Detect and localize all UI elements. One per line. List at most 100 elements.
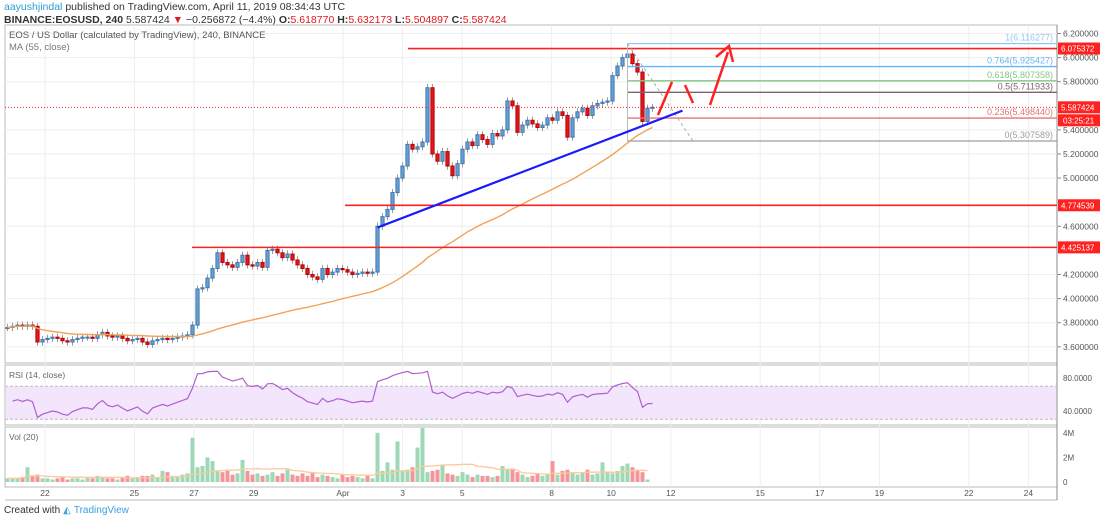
volume-bar	[40, 478, 45, 482]
volume-bar	[35, 474, 40, 482]
candle	[5, 327, 10, 330]
volume-bar	[470, 477, 475, 482]
publish-info: aayushjindal published on TradingView.co…	[4, 1, 345, 13]
candle	[120, 335, 125, 339]
candle	[555, 111, 560, 121]
candle	[565, 114, 570, 138]
candle	[385, 208, 390, 218]
volume-bar	[75, 478, 80, 482]
time-axis-label: 22	[40, 488, 50, 498]
volume-bar	[100, 477, 105, 482]
time-axis-label: 25	[130, 488, 140, 498]
volume-bar	[125, 475, 130, 482]
volume-bar	[320, 474, 325, 482]
volume-bar	[315, 477, 320, 482]
volume-bar	[270, 472, 275, 482]
volume-bar	[215, 470, 220, 482]
moving-average-line	[7, 126, 653, 338]
candle	[310, 274, 315, 278]
volume-bar	[175, 477, 180, 482]
volume-bar	[340, 474, 345, 482]
volume-bar	[355, 477, 360, 482]
candle	[480, 134, 485, 141]
volume-bar	[615, 470, 620, 482]
time-axis-label: Apr	[336, 488, 349, 498]
candle	[195, 288, 200, 326]
projection-arrow-segment[interactable]	[656, 81, 674, 116]
candle	[430, 87, 435, 155]
candle	[325, 267, 330, 276]
volume-bar	[140, 475, 145, 482]
footer: Created with ◭ TradingView	[4, 505, 129, 516]
projection-arrow-segment[interactable]	[683, 84, 695, 104]
fib-level-label: 1(6.116277)	[1005, 33, 1053, 43]
candle	[220, 252, 225, 263]
candle	[485, 139, 490, 145]
fib-level-label: 0.618(5.807358)	[987, 70, 1053, 80]
candle	[335, 267, 340, 273]
volume-bar	[325, 475, 330, 482]
time-axis-label: 24	[1024, 488, 1034, 498]
candle	[645, 107, 650, 122]
rsi-axis-label: 80.0000	[1063, 374, 1092, 383]
candle	[170, 337, 175, 341]
volume-bar	[590, 474, 595, 482]
candle	[40, 339, 45, 343]
candle	[395, 177, 400, 194]
candle	[585, 107, 590, 116]
volume-bar	[365, 475, 370, 482]
volume-bar	[225, 470, 230, 482]
price-axis-label: 4.000000	[1063, 294, 1099, 304]
candle	[420, 141, 425, 148]
volume-bar	[115, 479, 120, 482]
level-price-tag-text: 4.425137	[1061, 243, 1095, 252]
price-change: −0.256872 (−4.4%)	[186, 14, 276, 26]
candle	[230, 264, 235, 268]
candle	[225, 261, 230, 266]
high-label: H:	[337, 14, 349, 26]
candle	[75, 337, 80, 341]
volume-bar	[105, 478, 110, 482]
candle	[80, 336, 85, 339]
volume-bar	[540, 475, 545, 482]
volume-bar	[280, 473, 285, 482]
rsi-band	[6, 386, 1056, 420]
arrow-head-icon	[715, 43, 735, 63]
main-pane	[4, 24, 1058, 364]
volume-bar	[425, 472, 430, 482]
candle	[60, 337, 65, 342]
countdown-text: 03:25:21	[1063, 116, 1095, 125]
support-trendline[interactable]	[377, 109, 683, 229]
candle	[590, 105, 595, 116]
time-axis-label: 10	[606, 488, 616, 498]
candle	[345, 269, 350, 273]
candle	[455, 163, 460, 177]
projection-arrow-up[interactable]	[708, 51, 730, 106]
volume-bar	[150, 474, 155, 482]
candle	[610, 75, 615, 102]
volume-bar	[495, 475, 500, 482]
volume-bar	[560, 470, 565, 482]
candle	[305, 267, 310, 276]
volume-bar	[110, 478, 115, 482]
candle	[470, 141, 475, 147]
candle	[635, 63, 640, 73]
volume-bar	[95, 475, 100, 482]
last-price: 5.587424	[125, 14, 170, 26]
candle	[640, 71, 645, 122]
candle	[245, 254, 250, 266]
candle	[390, 192, 395, 210]
volume-bar	[20, 477, 25, 482]
candle	[315, 276, 320, 280]
candle	[210, 267, 215, 279]
tradingview-brand[interactable]: TradingView	[73, 505, 129, 516]
time-axis-label: 15	[755, 488, 765, 498]
volume-bar	[145, 475, 150, 482]
candle	[125, 337, 130, 342]
volume-bar	[545, 474, 550, 482]
author-link[interactable]: aayushjindal	[4, 1, 63, 13]
volume-axis-label: 4M	[1063, 429, 1074, 438]
candle	[70, 339, 75, 343]
